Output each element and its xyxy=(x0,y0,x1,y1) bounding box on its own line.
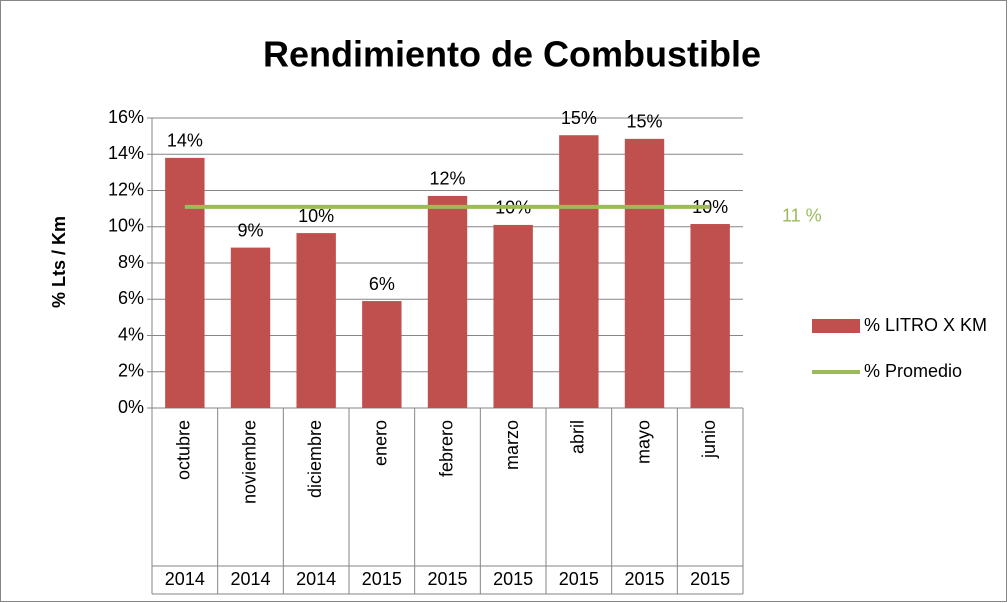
x-group-label: 2014 xyxy=(230,569,270,589)
annotation: 11 % xyxy=(782,206,822,226)
x-group-label: 2015 xyxy=(493,569,533,589)
y-tick-label: 10% xyxy=(108,216,144,236)
y-tick-label: 6% xyxy=(118,288,144,308)
y-axis-label: % Lts / Km xyxy=(49,216,69,308)
y-tick-label: 14% xyxy=(108,143,144,163)
x-tick-label: junio xyxy=(699,420,719,459)
y-tick-label: 12% xyxy=(108,179,144,199)
bar xyxy=(427,195,468,408)
y-tick-label: 8% xyxy=(118,252,144,272)
data-label: 14% xyxy=(167,131,203,151)
y-tick-label: 16% xyxy=(108,107,144,127)
data-label: 6% xyxy=(369,274,395,294)
data-label: 12% xyxy=(429,169,465,189)
y-tick-label: 4% xyxy=(118,324,144,344)
x-tick-label: mayo xyxy=(633,420,653,464)
x-group-label: 2015 xyxy=(559,569,599,589)
bar xyxy=(230,247,271,408)
y-tick-label: 0% xyxy=(118,397,144,417)
x-group-label: 2015 xyxy=(690,569,730,589)
y-tick-label: 2% xyxy=(118,361,144,381)
x-tick-label: diciembre xyxy=(305,420,325,498)
x-tick-label: noviembre xyxy=(239,420,259,504)
data-label: 9% xyxy=(237,220,263,240)
x-group-label: 2015 xyxy=(624,569,664,589)
legend-swatch xyxy=(812,319,860,333)
legend-label: % LITRO X KM xyxy=(864,315,987,335)
bar xyxy=(493,224,533,408)
x-tick-label: marzo xyxy=(502,420,522,470)
data-label: 10% xyxy=(298,206,334,226)
bar xyxy=(362,301,402,408)
legend-label: % Promedio xyxy=(864,361,962,381)
chart-title: Rendimiento de Combustible xyxy=(263,34,761,75)
x-tick-label: octubre xyxy=(174,420,194,480)
data-label: 15% xyxy=(626,112,662,132)
x-tick-label: abril xyxy=(568,420,588,454)
x-group-label: 2014 xyxy=(165,569,205,589)
x-tick-label: febrero xyxy=(436,420,456,477)
bar xyxy=(624,138,665,408)
bar xyxy=(296,233,336,408)
x-group-label: 2015 xyxy=(427,569,467,589)
x-group-label: 2014 xyxy=(296,569,336,589)
bar xyxy=(690,224,730,408)
bar xyxy=(165,157,205,408)
data-label: 15% xyxy=(561,108,597,128)
x-group-label: 2015 xyxy=(362,569,402,589)
x-tick-label: enero xyxy=(371,420,391,466)
bar xyxy=(559,135,599,408)
